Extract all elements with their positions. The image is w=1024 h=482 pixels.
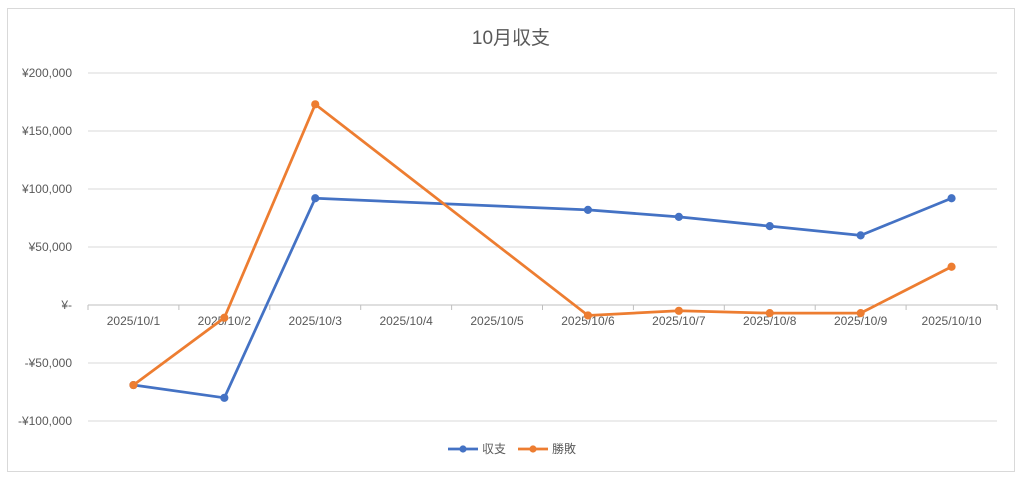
chart-frame — [7, 8, 1015, 472]
y-tick-label: -¥100,000 — [18, 414, 72, 428]
grid-layer — [88, 72, 997, 422]
data-point — [311, 194, 320, 203]
x-tick-label: 2025/10/9 — [834, 314, 888, 328]
data-point — [129, 380, 138, 390]
y-tick-label: ¥- — [60, 298, 72, 312]
data-point — [856, 231, 865, 240]
legend-marker — [529, 445, 537, 453]
x-tick-label: 2025/10/5 — [470, 314, 524, 328]
legend-marker — [459, 445, 467, 453]
data-point — [311, 100, 320, 109]
series-layer — [129, 100, 956, 402]
data-point — [220, 313, 229, 322]
data-point — [765, 309, 774, 318]
data-point — [220, 393, 229, 402]
x-tick-label: 2025/10/1 — [107, 314, 161, 328]
data-point — [583, 311, 593, 320]
data-point — [856, 309, 865, 318]
x-tick-label: 2025/10/6 — [561, 314, 615, 328]
x-tick-label: 2025/10/10 — [922, 314, 982, 328]
data-point — [674, 306, 683, 315]
x-tick-label: 2025/10/8 — [743, 314, 797, 328]
y-tick-label: ¥100,000 — [21, 182, 72, 196]
x-tick-label: 2025/10/7 — [652, 314, 706, 328]
data-point — [583, 205, 593, 214]
y-tick-label: -¥50,000 — [25, 356, 73, 370]
y-tick-label: ¥50,000 — [28, 240, 73, 254]
y-tick-label: ¥150,000 — [21, 124, 72, 138]
data-point — [947, 262, 956, 271]
series-line-1 — [132, 196, 953, 400]
data-point — [674, 212, 683, 221]
x-tick-label: 2025/10/4 — [379, 314, 433, 328]
chart-title: 10月収支 — [472, 27, 550, 49]
x-axis: 2025/10/12025/10/22025/10/32025/10/42025… — [87, 304, 998, 328]
legend: 収支 勝敗 — [448, 441, 576, 456]
legend-label: 収支 — [482, 442, 506, 456]
series-line-2 — [132, 102, 953, 387]
data-point — [947, 194, 956, 203]
data-point — [765, 222, 774, 231]
y-axis-ticks: ¥200,000 ¥150,000 ¥100,000 ¥50,000 ¥- -¥50,00… — [18, 66, 72, 428]
x-tick-label: 2025/10/3 — [289, 314, 343, 328]
legend-label: 勝敗 — [552, 441, 576, 456]
y-tick-label: ¥200,000 — [21, 66, 72, 80]
